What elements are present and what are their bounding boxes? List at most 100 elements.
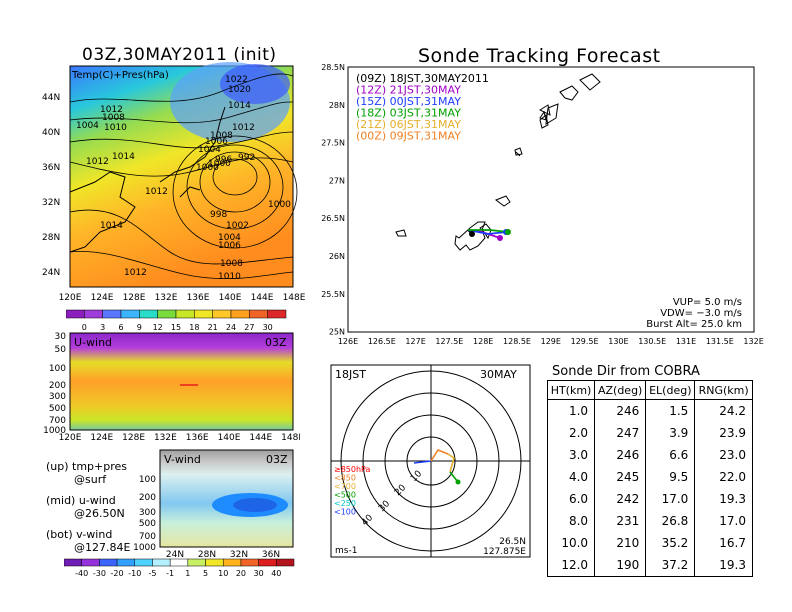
table-row: 1.0 246 1.5 24.2 — [546, 399, 753, 422]
table-cell: 231 — [594, 510, 647, 532]
temp-colorbar-label: 3 — [100, 323, 105, 332]
temp-pressure-map: Temp(C)+Pres(hPa) 44N 40N 36N 32N 28N 24N 120… — [42, 62, 306, 303]
wind-colorbar-swatch — [169, 558, 189, 567]
table-row: 6.0 242 17.0 19.3 — [546, 488, 753, 510]
panel-notes: (up) tmp+pres @surf (mid) u-wind @26.50N (… — [46, 460, 130, 554]
note-line: (bot) v-wind — [46, 528, 113, 541]
table-cell: 35.2 — [645, 532, 696, 554]
isobar-label: 1000 — [208, 159, 231, 169]
table-cell: 3.0 — [546, 444, 596, 466]
track-legend-entry: (09Z) 18JST,30MAY2011 — [356, 72, 489, 85]
temp-colorbar-swatch — [157, 309, 177, 319]
u-wind-pressure-tick: 50 — [55, 345, 67, 355]
track-lon-tick: 130.5E — [638, 337, 666, 346]
table-cell: 24.2 — [694, 399, 753, 422]
v-wind-pressure-tick: 100 — [139, 475, 156, 485]
table-cell: 19.3 — [694, 554, 753, 577]
isobar-label: 1012 — [100, 105, 123, 115]
note-line: @26.50N — [74, 507, 125, 520]
isobar-label: 1004 — [76, 121, 99, 131]
u-wind-label: U-wind — [74, 336, 112, 349]
map-lat-tick: 44N — [42, 93, 60, 103]
note-line: (mid) u-wind — [46, 494, 116, 507]
pressure-level-legend: <250 — [334, 499, 356, 508]
polar-lat: 26.5N — [499, 537, 526, 547]
sonde-track-map: (09Z) 18JST,30MAY2011(12Z) 21JST,30MAY(1… — [321, 63, 764, 346]
table-cell: 210 — [594, 532, 647, 554]
track-lon-tick: 128.5E — [503, 337, 531, 346]
temp-colorbar-label: 24 — [226, 323, 236, 332]
u-wind-lon-tick: 128E — [122, 433, 145, 443]
table-header: AZ(deg) — [594, 380, 647, 400]
table-cell: 6.6 — [645, 444, 696, 466]
u-wind-pressure-tick: 100 — [49, 364, 66, 374]
temp-colorbar-swatch — [120, 309, 140, 319]
table-cell: 247 — [594, 422, 647, 444]
temp-colorbar-swatch — [230, 309, 250, 319]
table-cell: 246 — [594, 399, 647, 422]
isobar-label: 1000 — [268, 200, 291, 210]
wind-colorbar-label: 40 — [271, 569, 281, 578]
table-title: Sonde Dir from COBRA — [552, 364, 700, 379]
map-lon-tick: 140E — [219, 293, 242, 303]
isobar-label: 996 — [215, 155, 232, 165]
polar-time: 18JST — [335, 368, 366, 381]
burst-alt-text: Burst Alt= 25.0 km — [646, 319, 742, 330]
pressure-level-legend: ≥850hPa — [334, 465, 371, 474]
temp-colorbar-label: 12 — [153, 323, 163, 332]
isobar-label: 1014 — [228, 101, 251, 111]
map-lon-tick: 136E — [187, 293, 210, 303]
isobar-label: 1008 — [102, 113, 125, 123]
isobar-label: 1000 — [196, 163, 219, 173]
isobar-label: 1014 — [112, 152, 135, 162]
table-cell: 8.0 — [546, 510, 596, 532]
u-wind-pressure-tick: 200 — [49, 381, 66, 391]
track-lon-tick: 129.5E — [571, 337, 599, 346]
v-wind-pressure-tick: 500 — [139, 519, 156, 529]
track-lon-tick: 126E — [338, 337, 358, 346]
note-line: @127.84E — [74, 541, 131, 554]
wind-colorbar-label: -20 — [111, 569, 124, 578]
isobar-label: 1014 — [100, 221, 123, 231]
v-wind-lat-tick: 28N — [198, 550, 216, 560]
temp-colorbar-label: 6 — [118, 323, 123, 332]
track-lat-tick: 28N — [329, 101, 345, 110]
wind-colorbar-label: 20 — [236, 569, 246, 578]
table-cell: 4.0 — [546, 466, 596, 488]
table-row: 8.0 231 26.8 17.0 — [546, 510, 753, 532]
isobar-label: 1004 — [218, 233, 241, 243]
wind-colorbar-label: -30 — [93, 569, 106, 578]
isobar-label: 998 — [210, 210, 227, 220]
map-lat-tick: 32N — [42, 198, 60, 208]
wind-colorbar-swatch — [276, 558, 295, 567]
track-lat-tick: 26.5N — [321, 214, 345, 223]
map-lon-tick: 128E — [123, 293, 146, 303]
table-cell: 245 — [594, 466, 647, 488]
v-wind-pressure-tick: 700 — [139, 532, 156, 542]
wind-colorbar-swatch — [64, 558, 82, 567]
wind-colorbar-label: -10 — [128, 569, 141, 578]
track-legend-entry: (18Z) 03JST,31MAY — [356, 107, 461, 120]
temp-colorbar-label: 0 — [82, 323, 87, 332]
temp-colorbar-swatch — [267, 309, 287, 319]
wind-colorbar-label: -5 — [148, 569, 156, 578]
track-lon-tick: 128E — [473, 337, 493, 346]
map-lon-tick: 144E — [251, 293, 274, 303]
table-cell: 23.0 — [694, 444, 753, 466]
track-lon-tick: 132E — [743, 337, 763, 346]
table-cell: 3.9 — [645, 422, 696, 444]
pressure-level-legend: <500 — [334, 491, 356, 500]
table-cell: 9.5 — [645, 466, 696, 488]
temp-colorbar-label: 30 — [263, 323, 273, 332]
track-lon-tick: 129E — [541, 337, 561, 346]
isobar-label: 1012 — [232, 123, 255, 133]
temp-colorbar-swatch — [212, 309, 232, 319]
wind-colorbar-label: 10 — [218, 569, 228, 578]
note-line: (up) tmp+pres — [46, 460, 128, 473]
table-cell: 17.0 — [694, 510, 753, 532]
temp-colorbar-swatch — [139, 309, 158, 319]
wind-colorbar-swatch — [134, 558, 153, 567]
table-cell: 246 — [594, 444, 647, 466]
